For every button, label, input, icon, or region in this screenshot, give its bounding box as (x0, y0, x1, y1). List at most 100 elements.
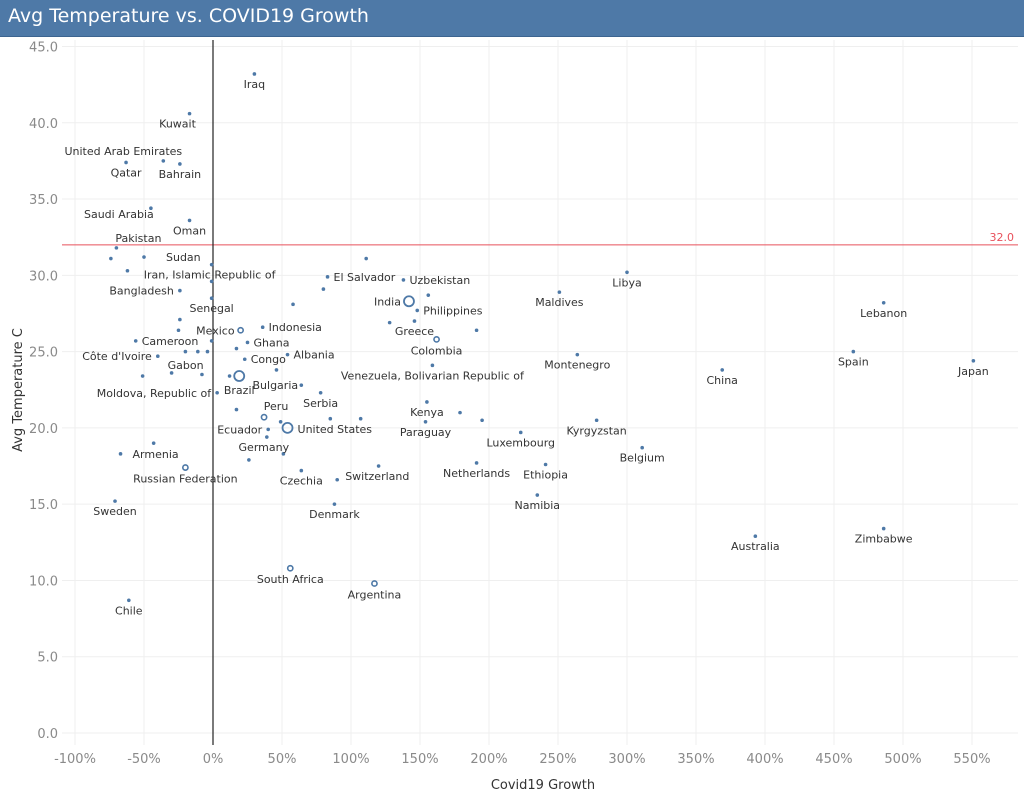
data-point-senegal[interactable] (209, 296, 214, 301)
data-point-pakistan[interactable] (114, 246, 119, 250)
data-point[interactable] (209, 279, 214, 284)
data-point-greece[interactable] (412, 319, 417, 323)
data-point-netherlands[interactable] (474, 461, 479, 465)
data-point-colombia[interactable] (433, 336, 440, 343)
data-point[interactable] (125, 268, 130, 273)
data-point[interactable] (328, 416, 333, 421)
data-point-ethiopia[interactable] (543, 462, 548, 467)
data-point[interactable] (227, 374, 232, 378)
data-point-denmark[interactable] (332, 502, 337, 506)
data-point-c-te-d-ivoire[interactable] (156, 354, 160, 358)
data-point[interactable] (474, 328, 479, 333)
data-point-australia[interactable] (753, 534, 758, 539)
data-point-switzerland[interactable] (335, 477, 340, 482)
data-point[interactable] (274, 368, 279, 372)
data-point-moldova-republic-of[interactable] (215, 391, 219, 395)
data-point-czechia[interactable] (299, 468, 304, 473)
data-point-kuwait[interactable] (187, 111, 192, 116)
data-point[interactable] (387, 320, 392, 325)
data-point-philippines[interactable] (415, 308, 420, 313)
data-point-peru[interactable] (260, 413, 268, 421)
data-point-armenia[interactable] (118, 452, 123, 456)
data-point-china[interactable] (720, 368, 725, 372)
data-point-south-africa[interactable] (286, 564, 294, 572)
x-axis-title: Covid19 Growth (491, 778, 595, 793)
data-point[interactable] (176, 328, 181, 333)
data-point[interactable] (209, 339, 214, 343)
data-point-qatar[interactable] (124, 160, 128, 165)
data-point-montenegro[interactable] (575, 352, 580, 357)
data-point-japan[interactable] (971, 358, 976, 363)
data-point-kenya[interactable] (425, 400, 429, 404)
data-point-brazil[interactable] (233, 370, 246, 382)
data-point-el-salvador[interactable] (325, 275, 330, 279)
data-point-libya[interactable] (625, 270, 629, 275)
y-tick-label: 10.0 (29, 574, 58, 589)
y-tick-label: 40.0 (29, 117, 58, 132)
data-point[interactable] (278, 419, 283, 424)
data-point[interactable] (140, 374, 145, 378)
data-point-sudan[interactable] (142, 255, 146, 259)
data-point-spain[interactable] (851, 349, 856, 354)
data-point[interactable] (109, 256, 113, 261)
data-point-maldives[interactable] (557, 290, 562, 294)
data-point[interactable] (234, 346, 239, 351)
data-point-saudi-arabia[interactable] (149, 206, 153, 211)
data-point[interactable] (426, 293, 431, 297)
data-point[interactable] (196, 349, 200, 354)
point-label: Congo (251, 353, 286, 366)
data-point-albania[interactable] (285, 352, 290, 357)
data-point-serbia[interactable] (318, 391, 323, 395)
point-label: Serbia (303, 397, 338, 410)
data-point-bangladesh[interactable] (178, 288, 182, 293)
data-point-russian-federation[interactable] (181, 464, 189, 471)
data-point-cameroon[interactable] (133, 339, 138, 343)
data-point-venezuela-bolivarian-republic-of[interactable] (430, 363, 435, 368)
data-point-ghana[interactable] (245, 340, 250, 345)
data-point-chile[interactable] (127, 598, 131, 603)
data-point-mexico[interactable] (237, 326, 244, 334)
data-point-iran-islamic-republic-of[interactable] (209, 262, 214, 267)
data-point[interactable] (281, 452, 286, 456)
data-point-argentina[interactable] (371, 580, 378, 587)
data-point-united-arab-emirates[interactable] (161, 159, 166, 163)
data-point-sweden[interactable] (113, 499, 117, 503)
data-point-congo[interactable] (242, 357, 247, 362)
data-point-bahrain[interactable] (178, 162, 182, 166)
data-point[interactable] (200, 372, 204, 377)
data-point-bulgaria[interactable] (299, 383, 304, 387)
data-point-oman[interactable] (187, 218, 192, 223)
y-tick-label: 5.0 (37, 651, 58, 666)
data-point[interactable] (321, 287, 326, 291)
data-point[interactable] (234, 407, 239, 412)
data-point-ecuador[interactable] (266, 427, 271, 432)
data-point-luxembourg[interactable] (518, 430, 523, 435)
data-point[interactable] (458, 410, 462, 415)
data-point[interactable] (183, 349, 188, 354)
data-point-indonesia[interactable] (260, 325, 265, 330)
data-point-lebanon[interactable] (881, 300, 886, 305)
data-point[interactable] (364, 256, 368, 261)
x-tick-label: 50% (268, 752, 297, 767)
data-point-india[interactable] (403, 295, 415, 308)
data-point-namibia[interactable] (535, 493, 540, 497)
data-point[interactable] (376, 464, 381, 468)
data-point-kyrgyzstan[interactable] (594, 418, 599, 423)
data-point[interactable] (178, 317, 182, 322)
data-point[interactable] (151, 441, 156, 445)
data-point[interactable] (247, 458, 251, 462)
data-point-germany[interactable] (265, 435, 269, 439)
data-point-united-states[interactable] (281, 421, 294, 434)
data-point[interactable] (205, 349, 210, 354)
data-point[interactable] (291, 302, 295, 307)
data-point-uzbekistan[interactable] (401, 278, 406, 282)
data-point-iraq[interactable] (252, 72, 257, 76)
data-point-gabon[interactable] (169, 371, 174, 375)
data-point-paraguay[interactable] (423, 419, 428, 424)
data-point[interactable] (480, 418, 484, 423)
data-point-zimbabwe[interactable] (881, 526, 886, 531)
data-point-belgium[interactable] (640, 445, 644, 450)
y-tick-label: 0.0 (37, 727, 58, 742)
point-label: Iraq (244, 78, 266, 91)
data-point[interactable] (358, 416, 363, 421)
